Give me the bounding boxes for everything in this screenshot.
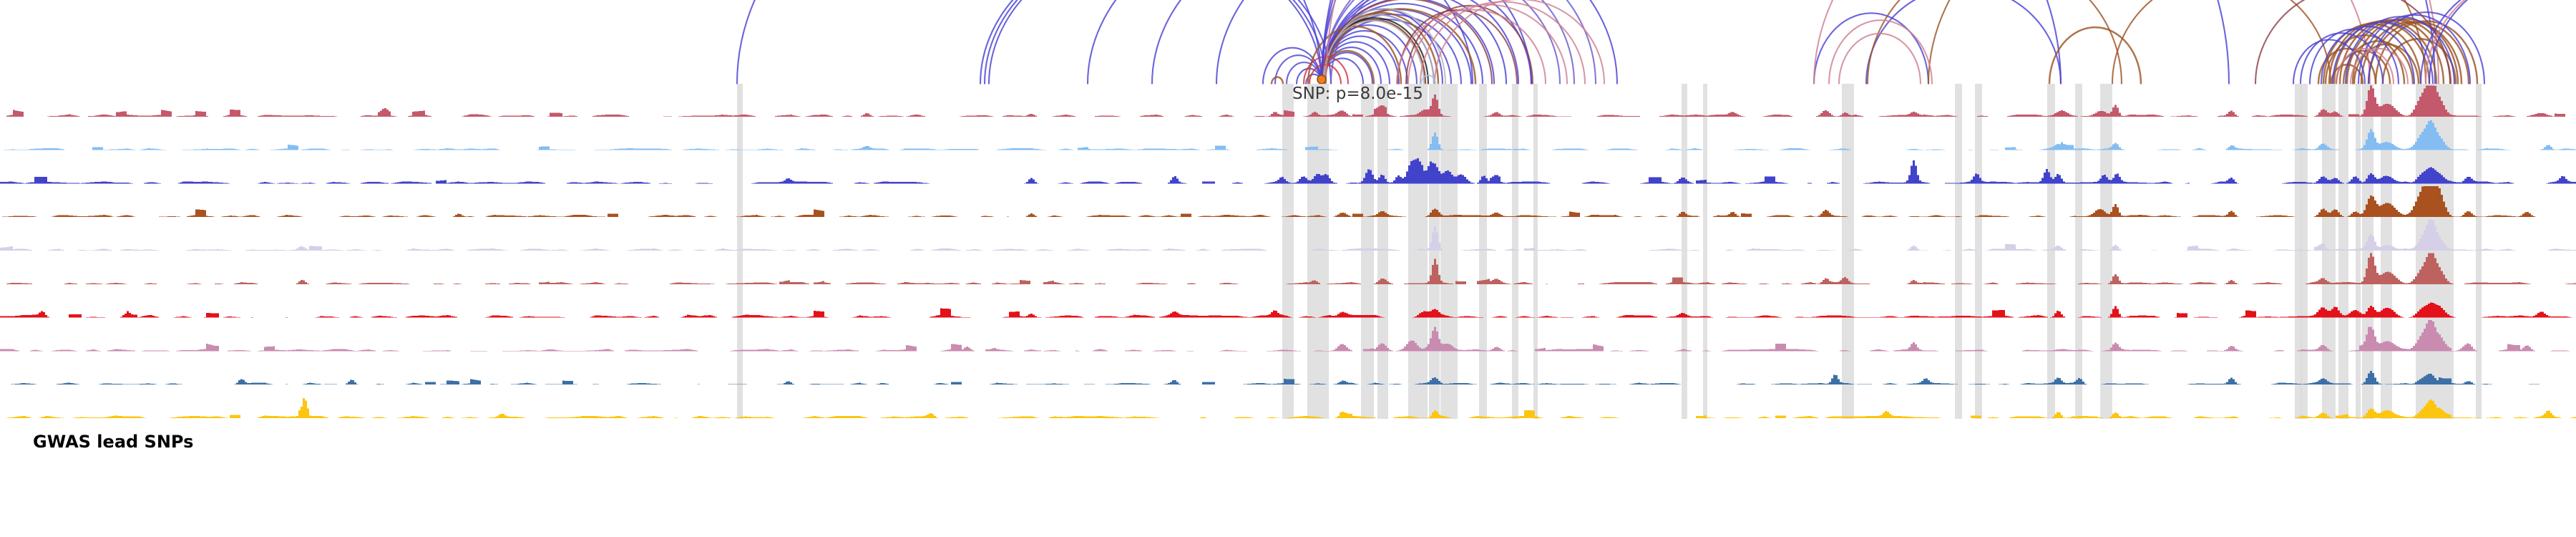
chromatin-interaction-arc [1307,25,1402,84]
gwas-lead-snps-label: GWAS lead SNPs [33,432,194,452]
chromatin-interaction-arc [1828,19,1933,84]
chromatin-interaction-arc [1302,56,1350,84]
highlight-band [2322,84,2336,419]
chromatin-interaction-arc [1838,32,1922,84]
highlight-band [1440,84,1458,419]
chromatin-interaction-arc [1308,64,1342,84]
signal-liver [0,158,2576,184]
chromatin-interaction-arc [2048,26,2142,84]
chromatin-interaction-arc [1215,0,1619,84]
highlight-band [1512,84,1518,419]
highlight-band [1842,84,1854,419]
chromatin-interaction-arc [1405,4,1534,84]
chromatin-interaction-arc [1395,9,1547,84]
chromatin-interaction-arc [979,0,1323,84]
signal-endothelial [0,397,2576,418]
highlight-band [1307,84,1329,419]
chromatin-interaction-arc [2367,11,2486,84]
chromatin-interaction-arc [1151,0,1533,84]
chromatin-interaction-arc [2299,32,2384,84]
highlight-band [1975,84,1982,419]
chromatin-interaction-arc [2353,43,2420,84]
highlight-band [2338,84,2348,419]
chromatin-interaction-arc [983,0,1327,84]
signal-tracks-panel[interactable] [0,0,2576,430]
chromatin-interaction-arc [2324,34,2406,84]
highlight-band [2075,84,2082,419]
chromatin-interaction-arc [2419,0,2462,84]
signal-digestive [0,320,2576,352]
highlight-band [2439,84,2454,419]
chromatin-interaction-arc [2351,18,2459,84]
chromatin-interaction-arc [2320,25,2416,84]
highlight-band [737,84,743,419]
highlight-band [1703,84,1707,419]
highlight-band [1282,84,1294,419]
chromatin-interaction-arc [1419,1,1586,84]
chromatin-interaction-arc [2317,47,2377,84]
chromatin-interaction-arc [1407,4,1568,84]
chromatin-interaction-arc [1866,0,2123,84]
highlight-band [2047,84,2055,419]
highlight-band [2356,84,2361,419]
chromatin-interaction-arc [987,0,1332,84]
chromatin-interaction-arc [1270,76,1284,84]
signal-endocrine [0,120,2576,150]
highlight-band [2100,84,2112,419]
signal-heart [0,85,2576,117]
highlight-band [1479,84,1487,419]
chromatin-interaction-arc [2428,0,2469,84]
highlight-band [1682,84,1687,419]
signal-muscle [0,253,2576,284]
chromatin-interaction-arc [1433,0,1606,84]
signal-adipose [0,185,2576,218]
highlight-band [2381,84,2392,419]
chromatin-interaction-arc [2335,47,2395,84]
chromatin-interaction-arc [1813,12,1930,84]
snp-annotation-label: SNP: p=8.0e-15 [1292,84,1423,103]
chromatin-interaction-arc [1320,0,1493,84]
chromatin-interaction-arc [2424,0,2466,84]
chromatin-interaction-arc [1865,0,2062,84]
highlight-band [2476,84,2482,419]
signal-placenta-eem [0,302,2576,318]
interaction-arcs-panel [736,0,2486,84]
chromatin-interaction-arc [1320,0,1597,84]
chromatin-interaction-arc [2349,47,2409,84]
highlight-band [2301,84,2308,419]
chromatin-interaction-arc [1322,8,1447,84]
chromatin-interaction-arc [1321,14,1435,84]
highlight-band [1361,84,1374,419]
highlight-band [2295,84,2302,419]
chromatin-interaction-arc [2111,0,2332,84]
highlight-band [1955,84,1962,419]
chromatin-interaction-arc [2292,39,2366,84]
chromatin-interaction-arc [1420,74,1437,84]
highlight-band [1408,84,1428,419]
signal-es-deriv [0,371,2576,385]
highlight-band [1377,84,1388,419]
highlight-band [1533,84,1538,419]
chromatin-interaction-arc [1324,8,1477,84]
signal-lung [0,219,2576,251]
chromatin-interaction-arc [2331,21,2434,84]
